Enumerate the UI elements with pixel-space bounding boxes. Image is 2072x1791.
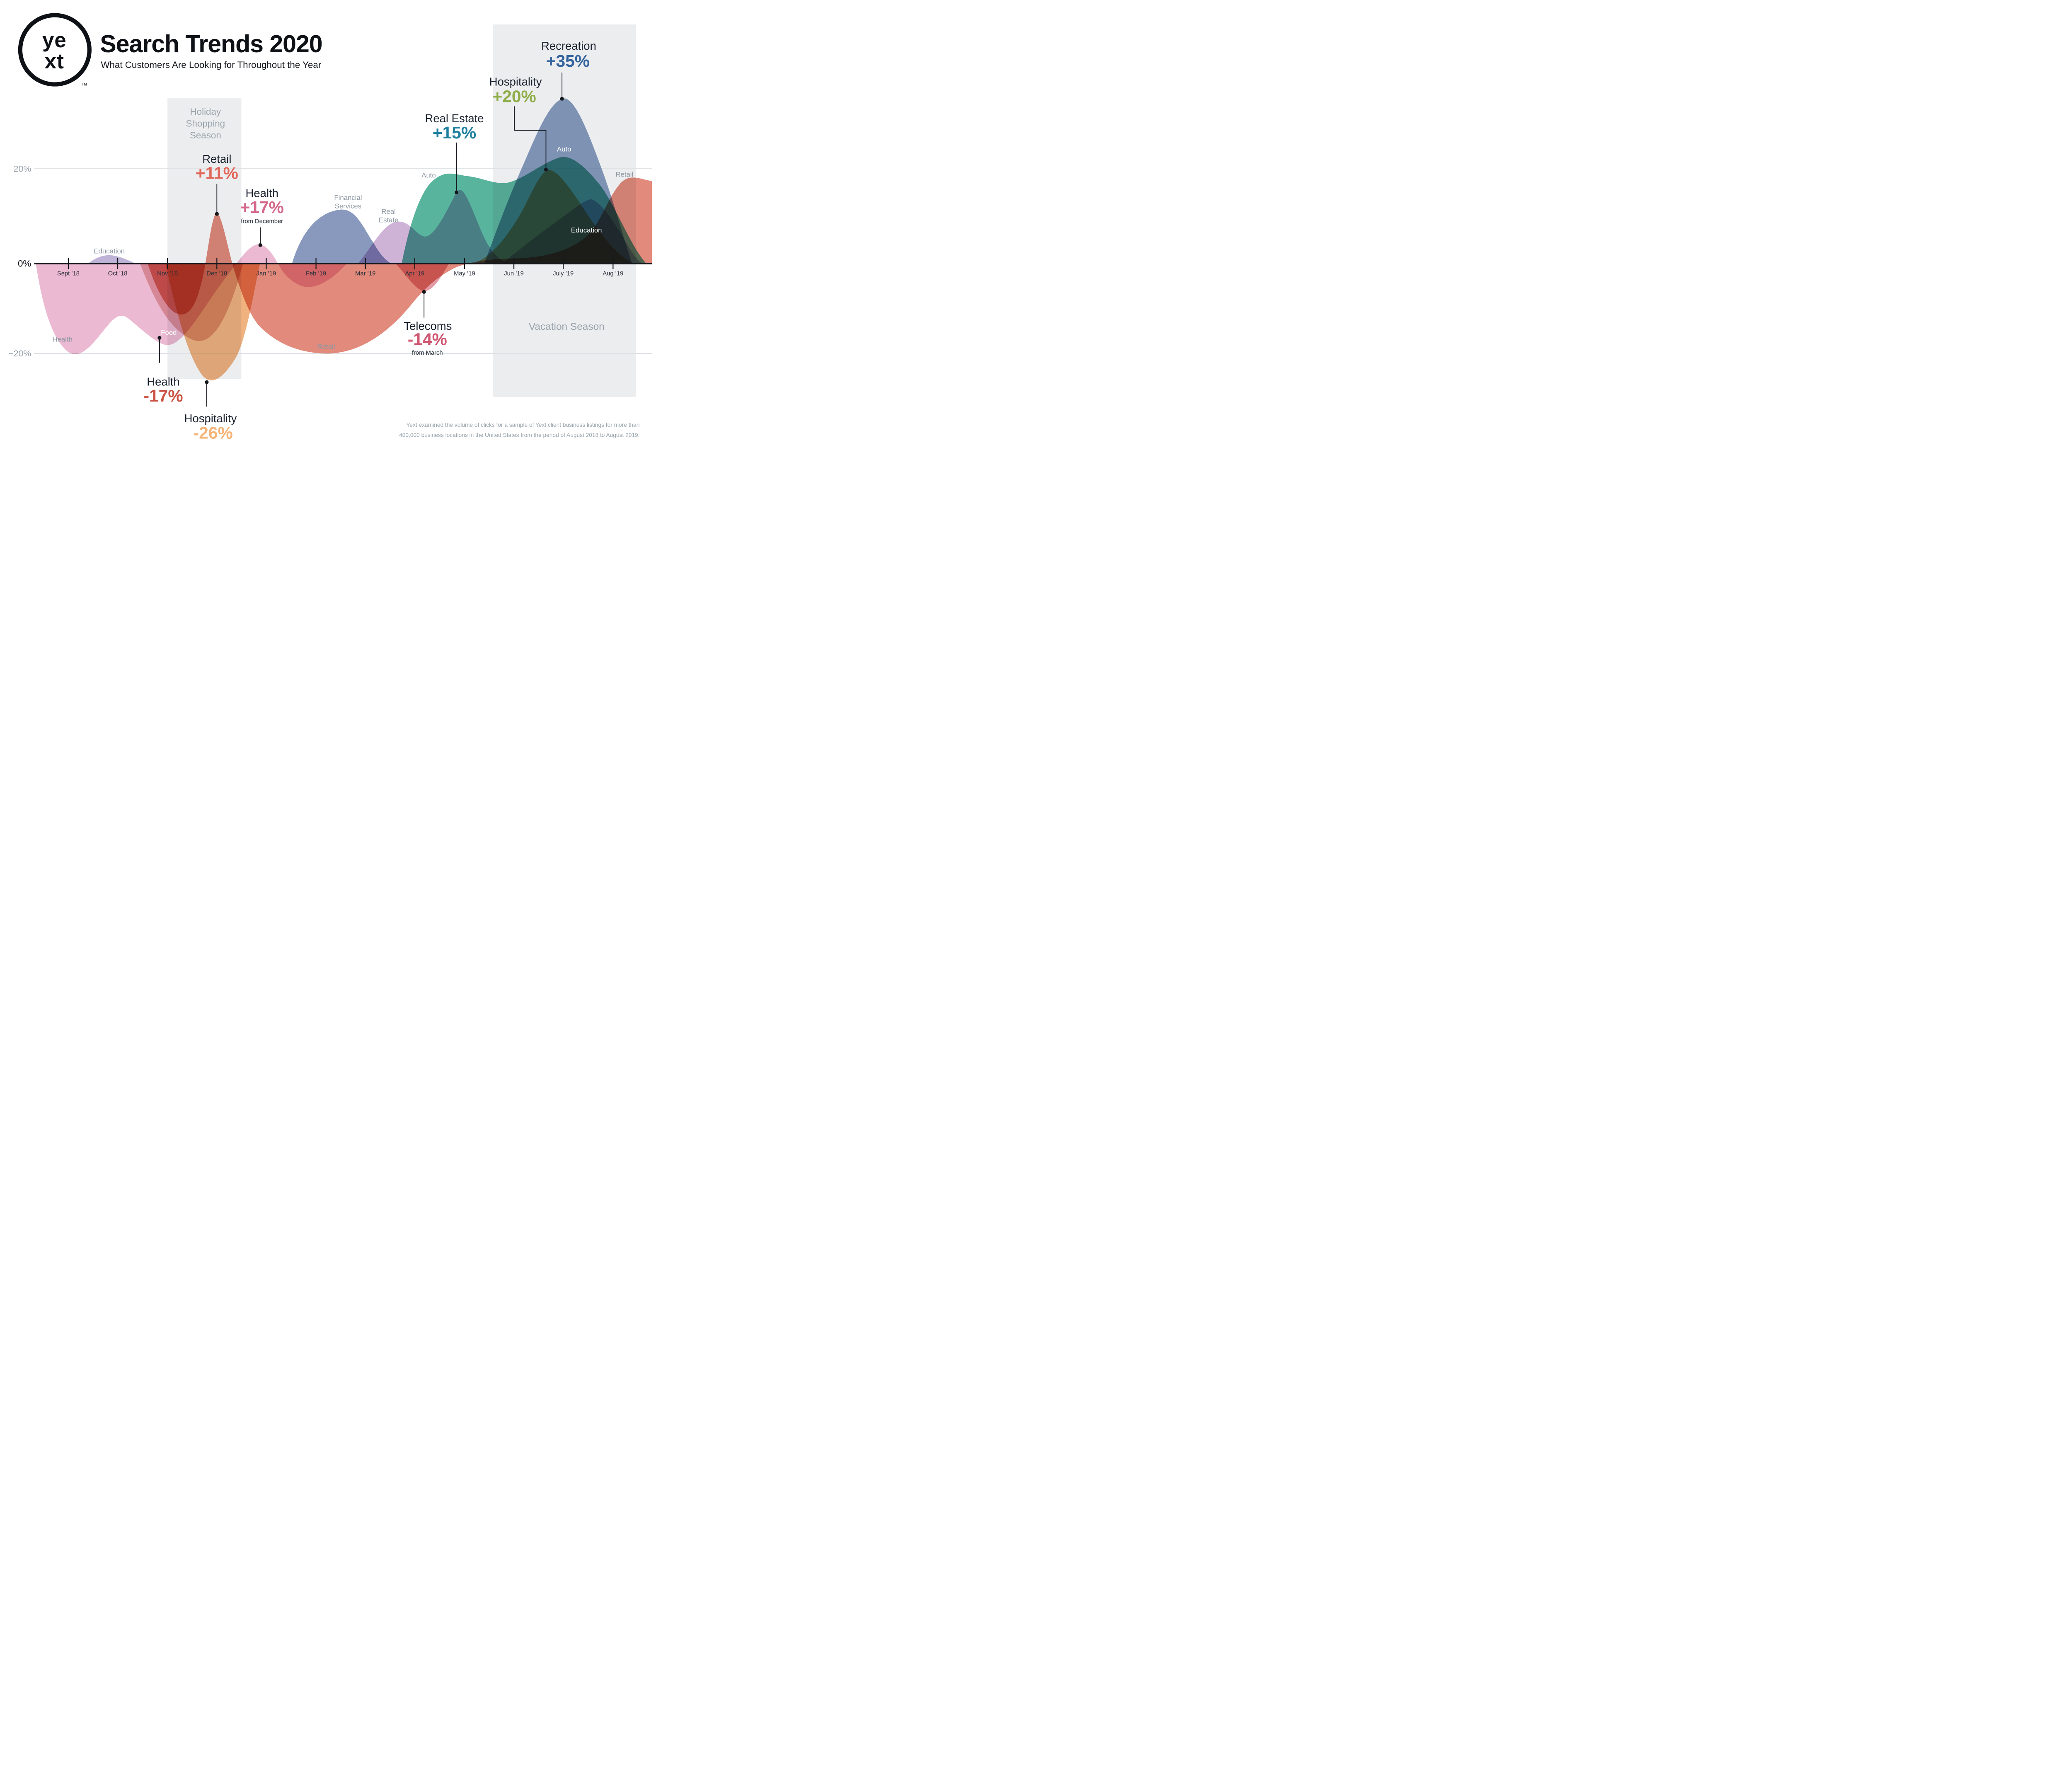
month-mar19: Mar ’19 (355, 271, 375, 277)
callout-hospitality-up-name: Hospitality (489, 75, 542, 88)
callout-health-up-name: Health (246, 186, 278, 199)
callout-telecoms-note: from March (412, 350, 443, 356)
infographic-canvas: Holiday Shopping Season Vacation Season … (8, 13, 652, 443)
stream-areas (36, 98, 652, 380)
month-jan19: Jan ’19 (257, 271, 276, 277)
yext-logo-circle-icon (18, 13, 92, 87)
callout-hospitality-down-name: Hospitality (184, 412, 237, 425)
label-retail-below: Retail (317, 343, 335, 351)
callout-health-down-value: -17% (143, 386, 183, 405)
callout-retail-name: Retail (202, 152, 231, 165)
callout-hospitality-up-value: +20% (492, 87, 536, 106)
area-labels: Education Health Food Retail Financial S… (52, 145, 633, 350)
callout-health-up: Health +17% from December (240, 186, 284, 247)
callout-health-up-note: from December (241, 218, 283, 225)
callout-recreation-value: +35% (546, 51, 590, 70)
month-dec18: Dec ’18 (206, 271, 227, 277)
callout-real-estate-name: Real Estate (425, 112, 484, 125)
axis-ticks (68, 258, 614, 269)
month-jun19: Jun ’19 (504, 271, 524, 277)
month-apr19: Apr ’19 (405, 271, 424, 277)
callout-retail-holiday: Retail +11% (196, 152, 238, 216)
label-retail-right: Retail (615, 171, 633, 179)
holiday-line-1: Holiday (190, 106, 221, 117)
month-feb19: Feb ’19 (306, 271, 326, 277)
ytick-zero: 0% (18, 258, 31, 269)
yext-logo: ye xt TM (18, 13, 92, 87)
vacation-season-label: Vacation Season (529, 321, 605, 332)
callout-hospitality-up: Hospitality +20% (489, 75, 548, 172)
callout-telecoms: Telecoms -14% from March (404, 290, 452, 356)
label-auto-right: Auto (557, 145, 571, 153)
ytick-plus20: 20% (14, 164, 31, 174)
month-oct18: Oct ’18 (108, 271, 128, 277)
callout-hospitality-down-value: -26% (194, 424, 233, 443)
callout-recreation-name: Recreation (541, 39, 596, 52)
source-note-line1: Yext examined the volume of clicks for a… (407, 422, 640, 428)
label-financial-1: Financial (334, 194, 362, 201)
month-labels: Sept ’18 Oct ’18 Nov ’18 Dec ’18 Jan ’19… (57, 271, 623, 277)
month-aug19: Aug ’19 (603, 271, 623, 277)
area-telecoms (395, 264, 449, 291)
holiday-line-2: Shopping (186, 118, 225, 128)
month-sept18: Sept ’18 (57, 271, 80, 277)
page-subtitle: What Customers Are Looking for Throughou… (101, 60, 322, 70)
callout-health-down: Health -17% (143, 336, 183, 405)
yext-logo-line2: xt (45, 49, 64, 73)
holiday-line-3: Season (190, 130, 221, 140)
label-education-right: Education (571, 226, 602, 234)
source-note-line2: 400,000 business locations in the United… (399, 432, 639, 438)
yext-logo-line1: ye (42, 28, 67, 52)
source-note: Yext examined the volume of clicks for a… (399, 422, 639, 438)
callout-telecoms-name: Telecoms (404, 319, 452, 332)
area-financial-services (292, 209, 392, 264)
callout-retail-value: +11% (196, 164, 238, 183)
callout-health-up-value: +17% (240, 198, 284, 217)
callout-health-down-name: Health (147, 375, 179, 388)
label-real-estate-2: Estate (379, 216, 399, 224)
area-recreation (484, 98, 632, 264)
label-auto-mid: Auto (421, 172, 436, 179)
label-education-left: Education (94, 247, 125, 255)
month-may19: May ’19 (454, 271, 475, 277)
label-financial-2: Services (335, 202, 361, 210)
holiday-season-label: Holiday Shopping Season (186, 106, 225, 140)
page-title: Search Trends 2020 (100, 30, 322, 58)
ytick-minus20: −20% (8, 349, 31, 358)
label-real-estate-1: Real (381, 208, 396, 215)
callout-real-estate-value: +15% (433, 123, 476, 142)
trademark-mark: TM (81, 82, 87, 87)
label-health-left: Health (52, 336, 73, 344)
label-food: Food (161, 329, 177, 336)
month-nov18: Nov ’18 (157, 271, 178, 277)
callout-hospitality-down: Hospitality -26% (184, 380, 237, 443)
callout-recreation: Recreation +35% (541, 39, 596, 101)
callout-telecoms-value: -14% (408, 330, 447, 349)
month-july19: July ’19 (553, 271, 574, 277)
callout-real-estate: Real Estate +15% (425, 112, 484, 194)
